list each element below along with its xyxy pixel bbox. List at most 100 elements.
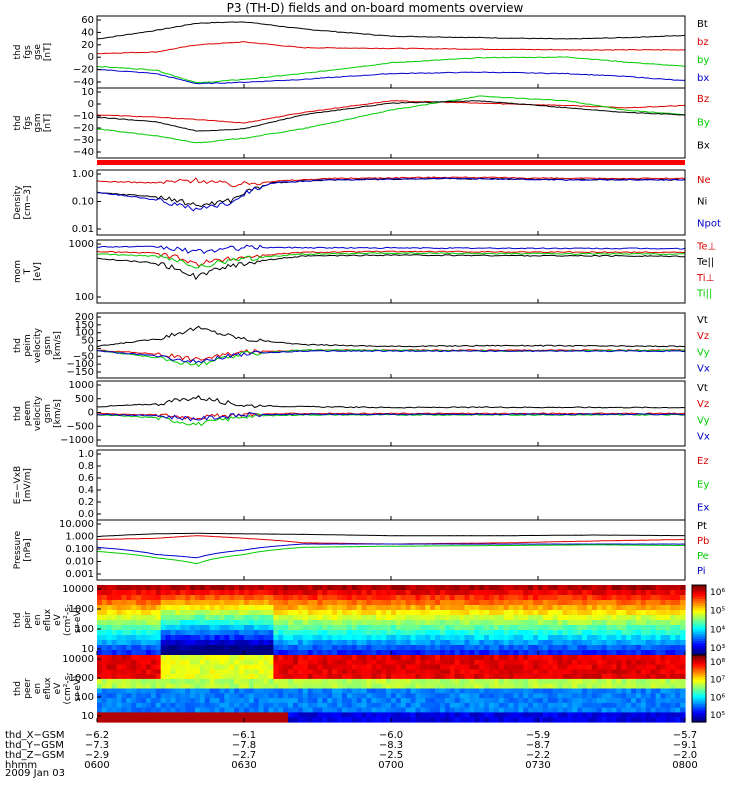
spectrogram-cell <box>141 630 147 636</box>
spectrogram-cell <box>542 698 549 704</box>
spectrogram-cell <box>288 645 294 651</box>
spectrogram-cell <box>126 683 132 690</box>
spectrogram-cell <box>547 707 554 713</box>
spectrogram-cell <box>366 664 372 670</box>
spectrogram-cell <box>562 585 568 591</box>
spectrogram-cell <box>332 693 338 699</box>
spectrogram-cell <box>469 698 475 704</box>
legend-label: Vz <box>697 331 709 342</box>
spectrogram-cell <box>111 669 118 675</box>
spectrogram-cell <box>601 615 608 621</box>
spectrogram-cell <box>337 698 343 704</box>
spectrogram-cell <box>244 640 250 646</box>
spectrogram-cell <box>297 650 304 656</box>
spectrogram-cell <box>150 664 157 670</box>
spectrogram-cell <box>523 655 529 661</box>
spectrogram-cell <box>239 683 245 690</box>
spectrogram-cell <box>288 610 294 616</box>
legend-label: Pe <box>697 551 709 562</box>
spectrogram-cell <box>405 683 412 690</box>
spectrogram-cell <box>136 698 142 704</box>
spectrogram-cell <box>680 683 686 690</box>
spectrogram-cell <box>214 590 221 596</box>
spectrogram-cell <box>655 615 662 621</box>
spectrogram-cell <box>327 683 333 690</box>
spectrogram-cell <box>101 650 108 656</box>
spectrogram-cell <box>562 698 568 704</box>
spectrogram-cell <box>572 625 578 631</box>
spectrogram-cell <box>317 615 323 621</box>
spectrogram-cell <box>121 664 127 670</box>
spectrogram-cell <box>337 712 343 718</box>
spectrogram-cell <box>150 640 157 646</box>
spectrogram-cell <box>317 620 323 626</box>
spectrogram-cell <box>146 683 152 690</box>
spectrogram-cell <box>219 664 225 670</box>
spectrogram-cell <box>655 590 662 596</box>
spectrogram-cell <box>395 698 402 704</box>
spectrogram-cell <box>655 698 662 704</box>
spectrogram-cell <box>204 702 211 709</box>
spectrogram-cell <box>381 683 387 690</box>
spectrogram-cell <box>489 698 495 704</box>
spectrogram-cell <box>111 659 118 666</box>
spectrogram-cell <box>660 659 666 666</box>
spectrogram-cell <box>293 707 299 713</box>
spectrogram-cell <box>562 610 568 616</box>
spectrogram-cell <box>278 595 284 601</box>
spectrogram-cell <box>204 678 211 685</box>
x-tick-label: −5.9 <box>526 730 550 741</box>
y-tick-label: 0.010 <box>65 557 94 568</box>
spectrogram-cell <box>386 645 392 651</box>
spectrogram-cell <box>562 620 568 626</box>
spectrogram-cell <box>244 717 250 723</box>
spectrogram-cell <box>219 698 225 704</box>
spectrogram-cell <box>141 712 147 718</box>
spectrogram-cell <box>601 655 608 661</box>
spectrogram-cell <box>660 595 666 601</box>
spectrogram-cell <box>170 688 176 694</box>
spectrogram-cell <box>454 585 461 591</box>
spectrogram-cell <box>542 595 549 601</box>
spectrogram-cell <box>395 702 402 709</box>
spectrogram-cell <box>180 645 186 651</box>
spectrogram-cell <box>302 645 309 651</box>
spectrogram-cell <box>111 664 118 670</box>
spectrogram-cell <box>165 640 172 646</box>
spectrogram-cell <box>469 688 475 694</box>
spectrogram-cell <box>513 683 519 690</box>
spectrogram-cell <box>258 650 265 656</box>
spectrogram-cell <box>190 615 196 621</box>
spectrogram-cell <box>258 688 265 694</box>
spectrogram-cell <box>356 717 363 723</box>
spectrogram-cell <box>582 707 588 713</box>
spectrogram-cell <box>660 645 666 651</box>
spectrogram-cell <box>420 600 426 606</box>
spectrogram-cell <box>327 712 333 718</box>
spectrogram-cell <box>97 625 103 631</box>
spectrogram-cell <box>141 678 147 685</box>
spectrogram-cell <box>440 645 446 651</box>
spectrogram-cell <box>165 717 172 723</box>
spectrogram-cell <box>405 664 412 670</box>
spectrogram-cell <box>263 640 270 646</box>
spectrogram-cell <box>214 630 221 636</box>
spectrogram-cell <box>361 655 368 661</box>
spectrogram-cell <box>444 635 451 641</box>
spectrogram-cell <box>616 688 622 694</box>
spectrogram-cell <box>322 678 328 685</box>
spectrogram-cell <box>195 698 201 704</box>
spectrogram-cell <box>170 678 176 685</box>
spectrogram-cell <box>273 650 279 656</box>
x-tick-label: −6.1 <box>232 730 256 741</box>
spectrogram-cell <box>97 678 103 685</box>
spectrogram-cell <box>636 702 642 709</box>
spectrogram-cell <box>165 674 172 680</box>
spectrogram-cell <box>204 620 211 626</box>
spectrogram-cell <box>141 640 147 646</box>
spectrogram-cell <box>131 655 137 661</box>
y-tick-label: 0.8 <box>78 461 94 472</box>
spectrogram-cell <box>283 600 289 606</box>
spectrogram-cell <box>513 698 519 704</box>
spectrogram-cell <box>244 698 250 704</box>
